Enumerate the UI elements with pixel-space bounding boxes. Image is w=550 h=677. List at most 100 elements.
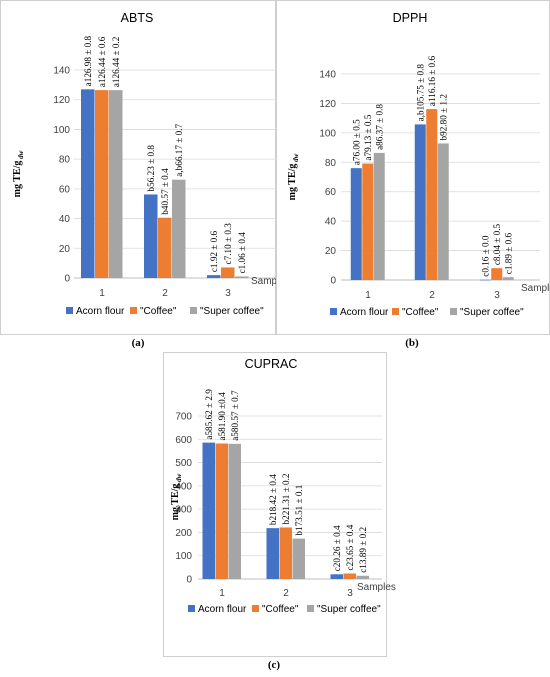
y-tick-label: 80 — [59, 155, 71, 166]
data-label: a116.16 ± 0.6 — [427, 56, 437, 107]
data-label: a,b66.17 ± 0.7 — [174, 124, 184, 177]
y-tick-label: 120 — [319, 99, 336, 110]
legend-swatch — [190, 307, 197, 314]
y-tick-label: 100 — [53, 125, 70, 136]
x-tick-label: 2 — [429, 290, 435, 301]
y-tick-label: 600 — [175, 435, 192, 446]
x-tick-label: 2 — [162, 288, 168, 299]
chart-panel-cuprac: CUPRAC 0 100 200 300 400 500 600 700 mg TE/g dw a5… — [163, 352, 396, 657]
legend-label: Acorn flour — [76, 306, 125, 317]
legend-label: "Coffee" — [140, 306, 177, 317]
bar-1-1 — [81, 89, 95, 279]
bar-3-3 — [235, 276, 249, 278]
y-tick-label: 700 — [175, 412, 192, 423]
y-axis-label-main: mg TE/g — [287, 164, 298, 201]
legend-label: Acorn flour — [340, 307, 389, 318]
data-label: b92.80 ± 1.2 — [439, 94, 449, 141]
y-tick-label: 40 — [59, 214, 71, 225]
bar-3-2 — [292, 538, 305, 579]
bar-3-2 — [172, 179, 186, 278]
bar-1-2 — [144, 194, 158, 278]
data-label: c1.89 ± 0.6 — [504, 233, 514, 275]
data-label: a126.98 ± 0.8 — [83, 35, 93, 86]
data-label: c7.10 ± 0.3 — [223, 223, 233, 265]
data-label: c13.89 ± 0.2 — [358, 526, 368, 572]
legend-swatch — [252, 605, 259, 612]
legend-swatch — [450, 308, 457, 315]
x-axis-label: Samples — [251, 276, 290, 287]
y-axis-label-main: mg TE/g — [12, 161, 23, 198]
y-tick-label: 200 — [175, 528, 192, 539]
y-axis-label-main: mg TE/g — [170, 484, 181, 521]
bar-1-3 — [207, 275, 221, 278]
y-tick-label: 40 — [325, 217, 337, 228]
panel-caption: (b) — [405, 337, 419, 349]
data-label: b218.42 ± 0.4 — [268, 474, 278, 525]
data-label: a585.62 ± 2.9 — [204, 389, 214, 440]
y-axis-label-subscript: dw — [292, 153, 300, 163]
bar-2-3 — [221, 267, 235, 278]
data-label: c1.06 ± 0.4 — [237, 232, 247, 274]
x-axis-label: Samples — [357, 582, 396, 593]
x-tick-label: 2 — [283, 588, 289, 599]
x-tick-label: 3 — [494, 290, 500, 301]
y-axis-label-subscript: dw — [175, 473, 183, 483]
bar-3-1 — [228, 443, 241, 579]
chart-panel-abts: ABTS 0 20 40 60 80 100 120 140 mg TE/g dw a126.98 … — [0, 0, 290, 335]
chart-frame — [0, 0, 276, 335]
y-axis-label: mg TE/g dw — [170, 473, 183, 520]
y-tick-label: 20 — [325, 246, 337, 257]
data-label: a126.44 ± 0.2 — [111, 36, 121, 87]
data-label: b56.23 ± 0.8 — [146, 145, 156, 192]
bar-2-2 — [158, 217, 172, 278]
legend-label: "Coffee" — [262, 604, 299, 615]
y-axis-label: mg TE/g dw — [12, 150, 25, 197]
y-tick-label: 100 — [175, 551, 192, 562]
chart-frame — [276, 0, 550, 335]
data-label: a76.00 ± 0.5 — [352, 119, 362, 165]
bar-3-3 — [356, 575, 369, 579]
legend-label: "Super coffee" — [200, 306, 264, 317]
y-tick-label: 140 — [53, 66, 70, 77]
data-label: b221.31 ± 0.2 — [281, 473, 291, 524]
bar-1-2 — [266, 528, 279, 579]
y-tick-label: 500 — [175, 458, 192, 469]
y-tick-label: 120 — [53, 95, 70, 106]
x-tick-label: 3 — [225, 288, 231, 299]
chart-title: CUPRAC — [245, 357, 298, 371]
data-label: a126.44 ± 0.6 — [97, 36, 107, 87]
x-tick-label: 1 — [99, 288, 105, 299]
bar-2-2 — [426, 109, 438, 280]
y-tick-label: 400 — [175, 481, 192, 492]
bar-2-1 — [215, 443, 228, 579]
panel-caption: (a) — [132, 337, 145, 349]
bar-2-3 — [491, 268, 503, 280]
data-label: a86.37 ± 0.8 — [375, 104, 385, 150]
data-label: b40.57 ± 0.4 — [160, 168, 170, 215]
chart-frame — [163, 352, 387, 657]
panel-caption: (c) — [268, 659, 281, 671]
y-tick-label: 60 — [59, 184, 71, 195]
y-axis-label-subscript: dw — [17, 150, 25, 160]
bar-1-2 — [414, 124, 426, 281]
y-tick-label: 60 — [325, 187, 337, 198]
legend-swatch — [188, 605, 195, 612]
bar-1-3 — [479, 279, 491, 281]
y-tick-label: 0 — [186, 575, 192, 586]
data-label: a580.57 ± 0.7 — [230, 390, 240, 441]
bar-2-1 — [95, 90, 109, 278]
bar-1-1 — [202, 442, 215, 579]
y-tick-label: 100 — [319, 128, 336, 139]
bar-3-3 — [502, 277, 514, 280]
data-label: c23.65 ± 0.4 — [345, 524, 355, 570]
chart-title: DPPH — [393, 11, 428, 25]
legend-swatch — [130, 307, 137, 314]
data-label: c20.26 ± 0.4 — [332, 525, 342, 571]
y-tick-label: 140 — [319, 70, 336, 81]
legend-swatch — [392, 308, 399, 315]
bar-2-2 — [279, 527, 292, 579]
legend-label: "Coffee" — [402, 307, 439, 318]
bar-1-3 — [330, 574, 343, 579]
bar-3-2 — [437, 143, 449, 280]
